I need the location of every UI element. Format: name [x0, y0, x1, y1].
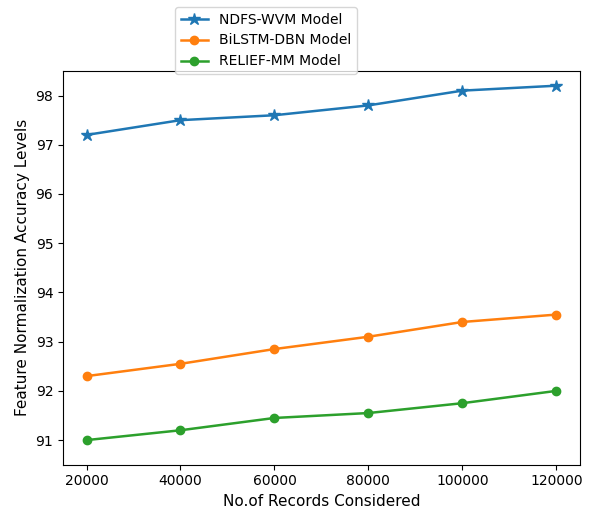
RELIEF-MM Model	[459, 400, 466, 406]
Line: BiLSTM-DBN Model: BiLSTM-DBN Model	[82, 310, 560, 380]
Line: RELIEF-MM Model: RELIEF-MM Model	[82, 387, 560, 444]
NDFS-WVM Model	[177, 117, 184, 123]
RELIEF-MM Model	[553, 388, 560, 394]
NDFS-WVM Model	[459, 88, 466, 94]
RELIEF-MM Model	[271, 415, 278, 421]
NDFS-WVM Model	[553, 83, 560, 89]
Y-axis label: Feature Normalization Accuracy Levels: Feature Normalization Accuracy Levels	[15, 119, 30, 417]
RELIEF-MM Model	[365, 410, 372, 416]
Line: NDFS-WVM Model: NDFS-WVM Model	[80, 80, 563, 141]
RELIEF-MM Model	[83, 437, 90, 443]
BiLSTM-DBN Model	[177, 361, 184, 367]
BiLSTM-DBN Model	[365, 334, 372, 340]
RELIEF-MM Model	[177, 427, 184, 433]
BiLSTM-DBN Model	[553, 311, 560, 318]
NDFS-WVM Model	[83, 132, 90, 138]
NDFS-WVM Model	[365, 102, 372, 108]
NDFS-WVM Model	[271, 112, 278, 118]
BiLSTM-DBN Model	[271, 346, 278, 352]
BiLSTM-DBN Model	[83, 373, 90, 379]
Legend: NDFS-WVM Model, BiLSTM-DBN Model, RELIEF-MM Model: NDFS-WVM Model, BiLSTM-DBN Model, RELIEF…	[175, 7, 357, 74]
BiLSTM-DBN Model	[459, 319, 466, 325]
X-axis label: No.of Records Considered: No.of Records Considered	[223, 494, 420, 509]
